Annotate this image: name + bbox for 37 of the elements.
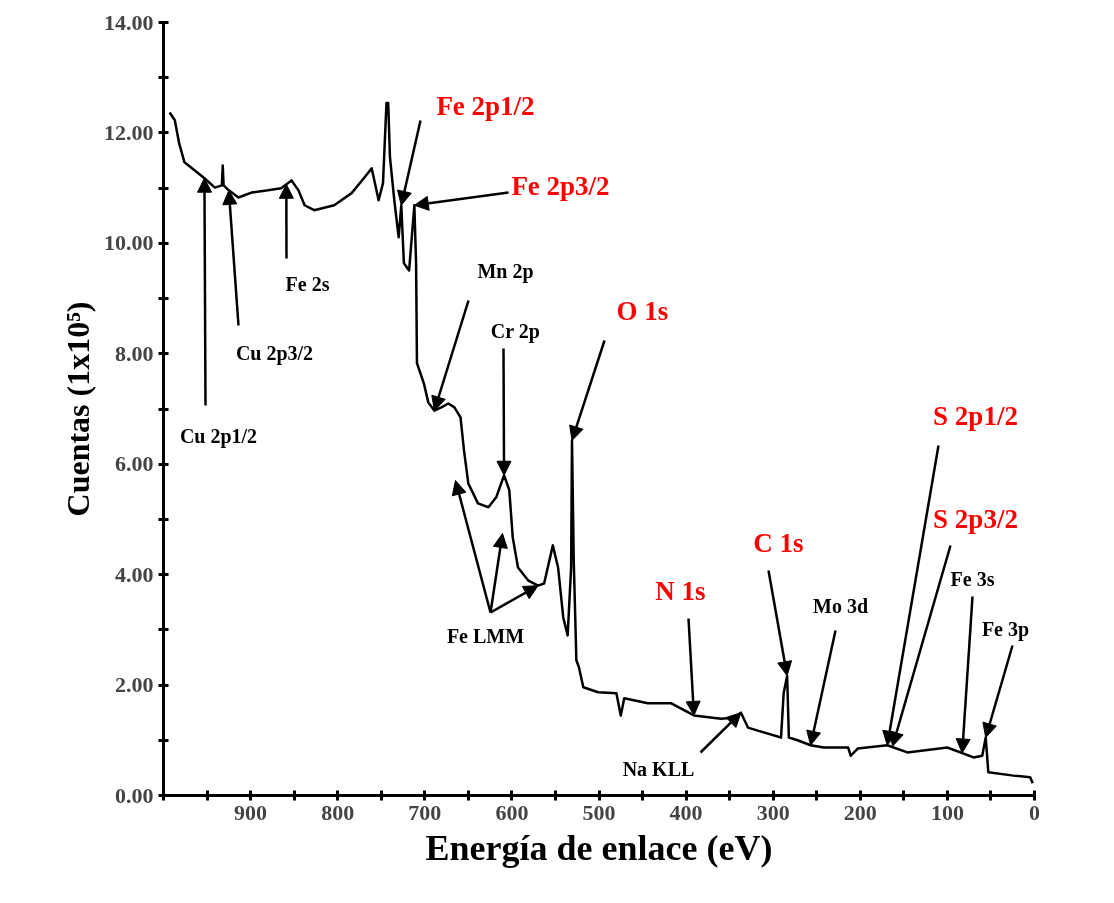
- annotation: S 2p1/2: [933, 400, 1018, 431]
- x-axis-title: Energía de enlace (eV): [425, 827, 773, 868]
- annotation: Fe 2p1/2: [436, 90, 535, 121]
- annotation: Cr 2p: [490, 319, 540, 343]
- annotation: Fe 2s: [285, 272, 330, 295]
- x-tick-label: 0: [1029, 799, 1040, 825]
- x-tick-label: 900: [234, 799, 268, 825]
- annotation: Fe 3p: [981, 617, 1030, 641]
- y-axis-title: Cuentas (1x10⁵): [60, 301, 96, 517]
- y-tick-label: 4.00: [115, 561, 154, 587]
- y-tick-label: 14.00: [104, 9, 154, 35]
- x-tick-label: 800: [321, 799, 355, 825]
- y-tick-label: 8.00: [115, 340, 154, 366]
- annotation: Cu 2p3/2: [235, 341, 314, 365]
- annotation: Mn 2p: [477, 259, 534, 283]
- annotation: C 1s: [753, 527, 804, 558]
- annotation: S 2p3/2: [933, 503, 1018, 534]
- x-tick-label: 400: [669, 799, 703, 825]
- annotation: Cu 2p1/2: [179, 424, 258, 448]
- x-tick-label: 600: [495, 799, 529, 825]
- y-tick-label: 2.00: [115, 672, 154, 698]
- x-tick-label: 700: [408, 799, 442, 825]
- y-tick-label: 6.00: [115, 451, 154, 477]
- x-tick-label: 100: [930, 799, 964, 825]
- annotation: Fe 2p3/2: [511, 170, 610, 201]
- annotation: O 1s: [616, 295, 669, 326]
- y-tick-label: 12.00: [104, 119, 154, 145]
- annotation: Fe LMM: [446, 624, 525, 647]
- x-tick-label: 300: [756, 799, 790, 825]
- y-tick-label: 0.00: [115, 782, 154, 808]
- annotation: Mo 3d: [813, 594, 868, 617]
- x-tick-label: 500: [582, 799, 616, 825]
- x-tick-label: 200: [843, 799, 877, 825]
- annotation: Na KLL: [622, 757, 695, 780]
- annotation: Fe 3s: [950, 567, 995, 590]
- annotation: N 1s: [655, 575, 706, 606]
- y-tick-label: 10.00: [104, 230, 154, 256]
